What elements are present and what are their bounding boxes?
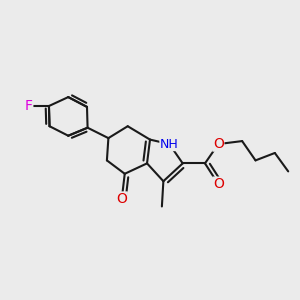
- Text: O: O: [213, 177, 224, 191]
- Text: O: O: [213, 137, 224, 151]
- Text: F: F: [25, 99, 33, 113]
- Text: O: O: [116, 192, 127, 206]
- Text: NH: NH: [160, 138, 179, 151]
